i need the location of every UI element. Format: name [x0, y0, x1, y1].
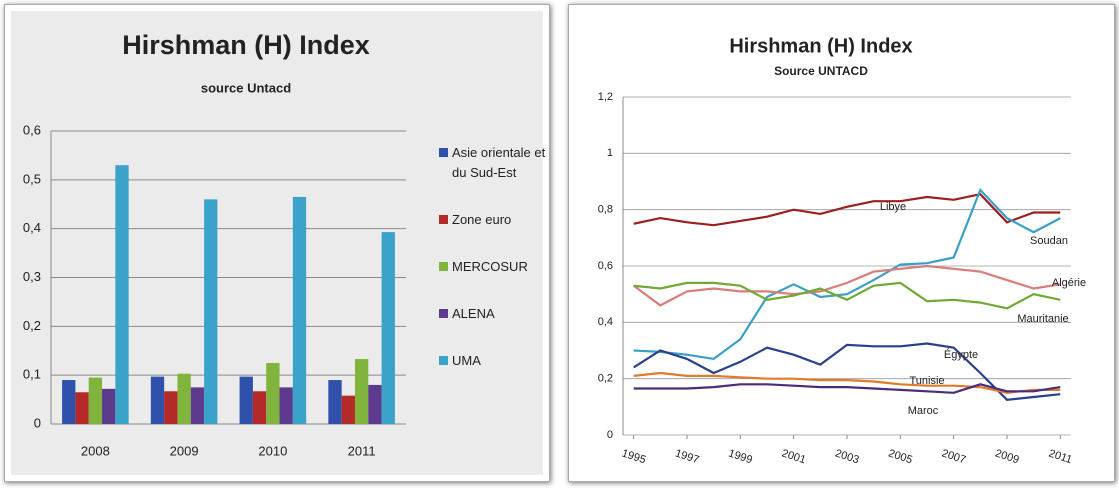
bar [381, 232, 395, 424]
legend-swatch [439, 215, 448, 224]
bar [177, 373, 191, 424]
bar [164, 391, 178, 424]
bar-panel: Hirshman (H) Index source Untacd 0 0,1 0,2 0,… [4, 4, 550, 482]
legend: Asie orientale et du Sud-Est Zone euro MER… [439, 143, 547, 398]
chart-subtitle: source Untacd [201, 80, 291, 95]
x-tick-label: 2001 [780, 447, 807, 466]
x-tick-label: 1999 [727, 447, 754, 466]
y-tick-label: 0 [34, 415, 41, 430]
y-tick-label: 0,6 [598, 260, 613, 272]
chart-subtitle: Source UNTACD [774, 64, 868, 78]
series-label: Maroc [908, 405, 939, 417]
bar-chart: Hirshman (H) Index source Untacd 0 0,1 0,2 0,… [11, 11, 543, 475]
y-tick-label: 0,4 [598, 316, 613, 328]
bar [115, 165, 129, 424]
x-tick-label: 2011 [348, 443, 376, 458]
bar [102, 388, 116, 424]
series-label: Égypte [944, 348, 978, 361]
legend-item: ALENA [439, 304, 547, 324]
x-tick-label: 2003 [834, 447, 861, 466]
y-tick-label: 0 [607, 429, 613, 441]
legend-swatch [439, 262, 448, 271]
legend-item: Zone euro [439, 210, 547, 230]
bar [239, 376, 253, 424]
bar [62, 380, 76, 424]
bar [88, 377, 103, 424]
legend-label: Zone euro [452, 212, 512, 227]
bar [279, 387, 293, 424]
y-tick-label: 0,2 [598, 373, 613, 385]
bar [328, 380, 342, 424]
series-label: Soudan [1030, 235, 1068, 247]
bar [75, 392, 89, 424]
bar [341, 395, 355, 424]
y-tick-label: 0,6 [23, 122, 41, 137]
chart-title: Hirshman (H) Index [122, 30, 370, 60]
legend-item: Asie orientale et du Sud-Est [439, 143, 547, 183]
bar [190, 387, 205, 424]
x-tick-label: 2009 [994, 447, 1021, 466]
x-tick-label: 1995 [620, 447, 647, 466]
series-line [633, 342, 1061, 401]
line-panel: Hirshman (H) Index Source UNTACD 0 0,2 0,4 0,… [568, 4, 1115, 482]
y-tick-label: 0,8 [598, 204, 613, 216]
x-tick-label: 2005 [887, 447, 914, 466]
legend-label: ALENA [452, 306, 495, 321]
y-tick-label: 1 [607, 147, 613, 159]
bar [150, 376, 165, 424]
legend-item: UMA [439, 351, 547, 371]
series-label: Algérie [1052, 277, 1086, 289]
chart-title: Hirshman (H) Index [729, 35, 912, 57]
bar [266, 362, 280, 424]
series-label: Tunisie [909, 375, 944, 387]
legend-label: MERCOSUR [452, 259, 528, 274]
y-tick-label: 1,2 [598, 91, 613, 103]
legend-swatch [439, 309, 448, 318]
x-tick-label: 2009 [170, 443, 199, 458]
bar [292, 196, 307, 424]
series-line [633, 264, 1061, 307]
y-tick-label: 0,4 [23, 220, 41, 235]
y-tick-label: 0,3 [23, 269, 41, 284]
x-tick-label: 2007 [940, 447, 967, 466]
series-line [633, 281, 1061, 310]
legend-label: UMA [452, 353, 481, 368]
series-line [633, 187, 1061, 361]
series-line [633, 383, 1061, 394]
y-tick-label: 0,2 [23, 318, 41, 333]
x-tick-label: 2010 [258, 443, 287, 458]
series-line [633, 371, 1061, 394]
line-chart: Hirshman (H) Index Source UNTACD 0 0,2 0,4 0,… [598, 35, 1086, 467]
y-tick-label: 0,5 [23, 171, 41, 186]
legend-swatch [439, 356, 448, 365]
bar [368, 384, 382, 424]
series-label: Mauritanie [1017, 313, 1068, 325]
x-tick-label: 2008 [81, 443, 110, 458]
y-tick-label: 0,1 [23, 367, 41, 382]
legend-item: MERCOSUR [439, 257, 547, 277]
legend-swatch [439, 148, 448, 157]
bar [354, 359, 369, 424]
legend-label: Asie orientale et du Sud-Est [452, 145, 546, 180]
series-label: Libye [880, 201, 906, 213]
bar [204, 199, 218, 424]
bar [252, 391, 267, 424]
x-tick-label: 2011 [1047, 448, 1073, 467]
series-line [633, 192, 1061, 227]
x-tick-label: 1997 [674, 447, 701, 466]
